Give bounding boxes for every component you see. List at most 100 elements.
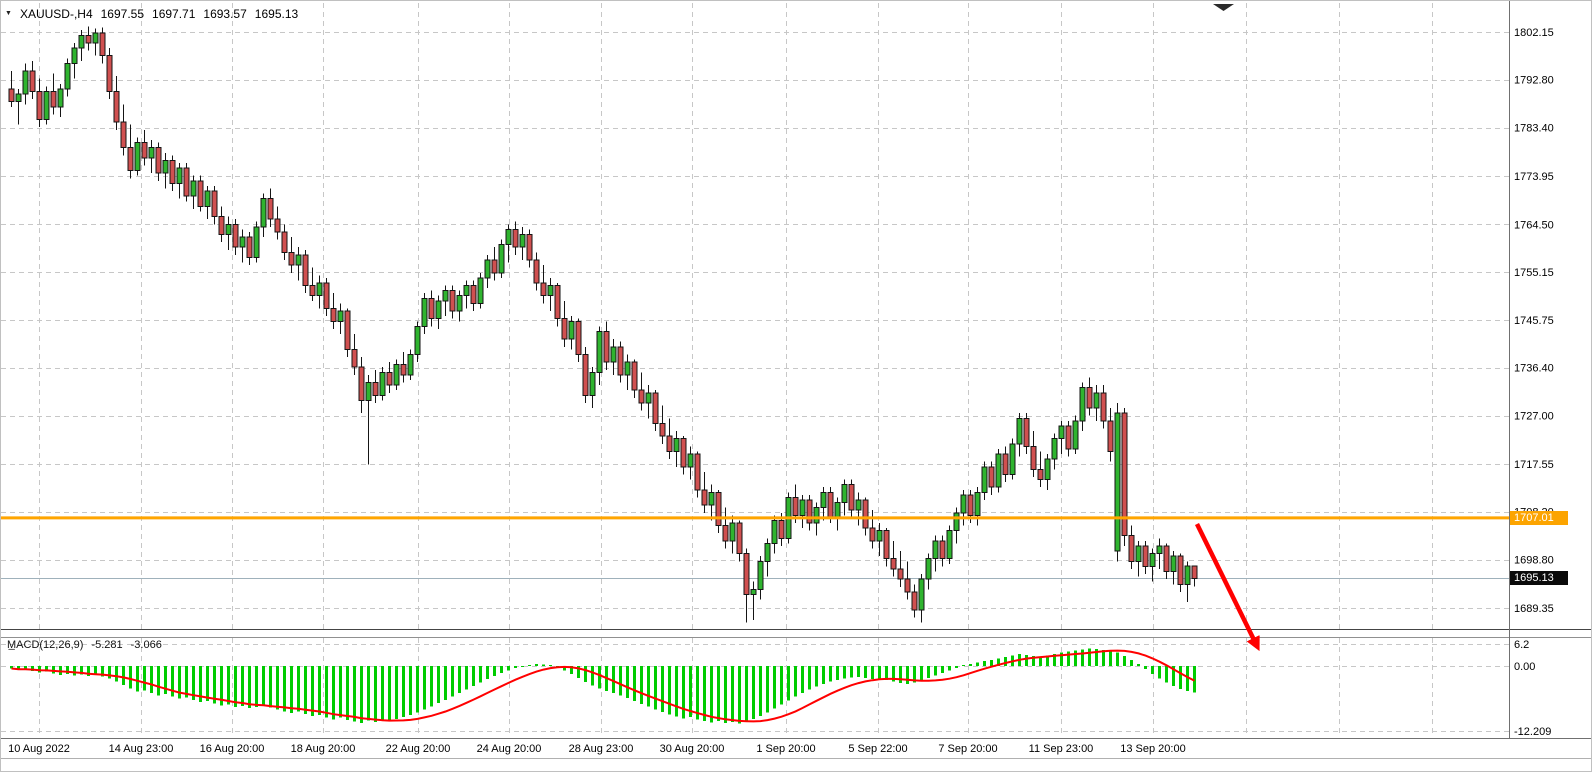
candle: [43, 86, 50, 125]
grid-layer: [1, 3, 1509, 737]
candle: [799, 494, 806, 529]
candle: [442, 285, 449, 317]
time-axis-label: 11 Sep 23:00: [1029, 743, 1094, 755]
candle: [869, 510, 876, 549]
candle: [197, 175, 204, 212]
price-axis-label: 1717.55: [1514, 459, 1554, 471]
candle: [85, 26, 92, 51]
candle: [22, 63, 29, 105]
candle: [1002, 446, 1009, 483]
candle: [1065, 420, 1072, 457]
candle: [393, 359, 400, 391]
header-symbol-period: XAUUSD-,H4: [19, 7, 93, 21]
price-axis-label: 1745.75: [1514, 315, 1554, 327]
candle: [120, 104, 127, 156]
candle: [498, 239, 505, 278]
time-axis-label: 16 Aug 20:00: [200, 743, 265, 755]
candle: [421, 293, 428, 335]
indicator-label: M̲ACD(12,26,9) -5.281 -3.066: [7, 639, 162, 651]
candle: [610, 339, 617, 375]
candle: [169, 155, 176, 192]
candle: [127, 124, 134, 179]
candle: [659, 405, 666, 444]
candle: [8, 71, 15, 107]
candle: [645, 385, 652, 419]
candle: [323, 277, 330, 317]
candle: [701, 471, 708, 513]
candle: [526, 229, 533, 268]
candle: [687, 446, 694, 480]
candle: [386, 362, 393, 393]
time-axis-label: 1 Sep 20:00: [756, 743, 815, 755]
symbol-dropdown-icon[interactable]: ▼: [5, 10, 12, 17]
candle: [491, 247, 498, 281]
candle: [995, 448, 1002, 493]
candles-layer: [8, 26, 1198, 623]
time-axis-label: 22 Aug 20:00: [386, 743, 451, 755]
candle: [589, 367, 596, 409]
candle: [64, 58, 71, 97]
candle: [428, 290, 435, 327]
candle: [190, 175, 197, 209]
price-axis-label: 1727.00: [1514, 411, 1554, 423]
candle: [1072, 415, 1079, 455]
candle: [890, 540, 897, 577]
indicator-axis-label: 6.2: [1514, 639, 1529, 651]
candle: [225, 216, 232, 250]
time-axis[interactable]: 10 Aug 2022 14 Aug 23:00 16 Aug 20:00 18 Au…: [8, 743, 1186, 755]
indicator-signal-value: -3.066: [130, 639, 162, 651]
candle: [764, 538, 771, 577]
candle: [820, 487, 827, 521]
candle: [106, 48, 113, 100]
time-axis-label: 13 Sep 20:00: [1120, 743, 1185, 755]
candle: [897, 551, 904, 587]
candle: [78, 30, 85, 61]
candle: [435, 295, 442, 329]
price-axis-label: 1773.95: [1514, 171, 1554, 183]
candle: [736, 520, 743, 562]
candle: [141, 129, 148, 166]
candle: [218, 206, 225, 243]
time-axis-label: 28 Aug 23:00: [569, 743, 634, 755]
candle: [1079, 382, 1086, 432]
candle: [575, 318, 582, 363]
trend-arrow-annotation[interactable]: [1194, 523, 1260, 652]
indicator-axis-label: -12.209: [1514, 726, 1551, 738]
candle: [1135, 540, 1142, 577]
price-axis-label: 1698.80: [1514, 555, 1554, 567]
candle: [239, 229, 246, 263]
candle: [519, 226, 526, 261]
current-price-badge: 1695.13: [1510, 571, 1568, 585]
candle: [1191, 565, 1198, 587]
candle: [57, 83, 64, 118]
candle: [1107, 408, 1114, 462]
header-low: 1693.57: [203, 7, 247, 21]
candle: [1114, 402, 1121, 562]
chart-shift-marker[interactable]: [1213, 4, 1234, 11]
candle: [414, 321, 421, 363]
candle: [596, 326, 603, 386]
macd-histogram: [10, 648, 1196, 724]
candle: [757, 556, 764, 600]
header-close: 1695.13: [254, 7, 299, 21]
hline-price-badge: 1707.01: [1510, 511, 1568, 525]
candle: [876, 522, 883, 557]
candle: [540, 265, 547, 304]
candle: [148, 140, 155, 174]
chart-header: ▼ XAUUSD-,H4 1697.55 1697.71 1693.57 169…: [5, 7, 298, 21]
candle: [295, 247, 302, 281]
candle: [1121, 408, 1128, 546]
candle: [666, 418, 673, 460]
candle: [806, 494, 813, 531]
candle: [302, 249, 309, 294]
price-axis[interactable]: 1802.15 1792.80 1783.40 1773.95 1764.50 1755.…: [1514, 27, 1554, 738]
candle: [1016, 413, 1023, 457]
candle: [1177, 553, 1184, 592]
candle: [309, 267, 316, 301]
candle: [1128, 525, 1135, 569]
candle: [344, 308, 351, 358]
header-high: 1697.71: [152, 7, 196, 21]
